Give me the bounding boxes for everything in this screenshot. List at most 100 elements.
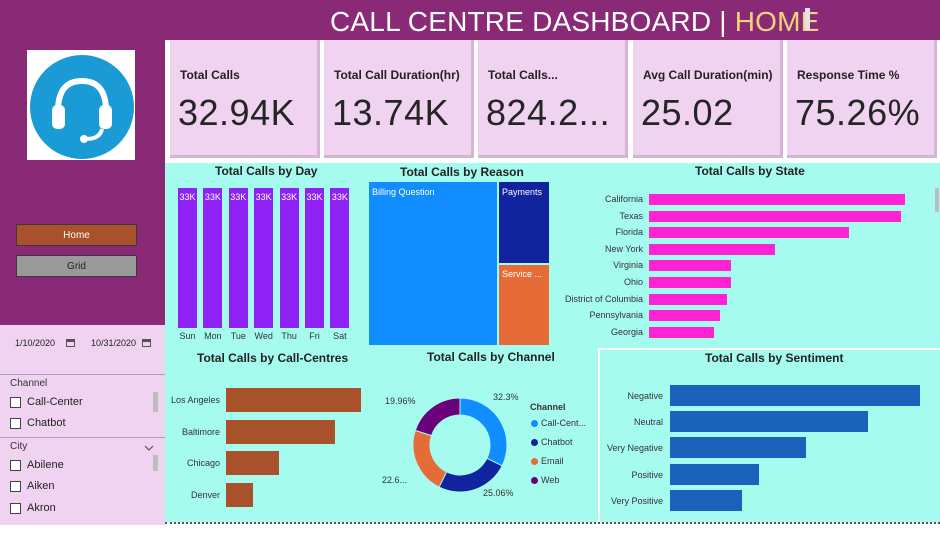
grid-button[interactable]: Grid xyxy=(16,255,137,277)
kpi-card-response-time: Response Time % 75.26% xyxy=(787,40,937,158)
end-date-input[interactable]: 10/31/2020 xyxy=(88,335,154,351)
state-bar[interactable] xyxy=(649,210,901,222)
channel-donut-slice[interactable] xyxy=(438,457,503,493)
channel-option-chatbot[interactable]: Chatbot xyxy=(10,417,66,429)
state-tick-label: New York xyxy=(604,243,643,254)
day-bar-data-label: 33K xyxy=(255,192,272,202)
checkbox[interactable] xyxy=(10,502,21,514)
day-tick-label: Wed xyxy=(254,331,273,341)
kpi-value: 25.02 xyxy=(641,92,734,133)
channel-legend-item[interactable]: Call-Cent... xyxy=(531,418,586,428)
centre-bar[interactable] xyxy=(226,388,361,412)
channel-legend-item[interactable]: Email xyxy=(531,456,564,466)
bottom-dotted-border xyxy=(165,522,940,524)
chevron-down-icon[interactable] xyxy=(144,440,154,458)
sentiment-tick-label: Very Negative xyxy=(606,443,663,454)
day-bar-data-label: 33K xyxy=(306,192,323,202)
treemap-tile-service[interactable]: Service ... xyxy=(499,265,549,345)
kpi-label: Total Call Duration(hr) xyxy=(334,68,460,82)
sentiment-bar[interactable] xyxy=(670,489,742,511)
centre-bar[interactable] xyxy=(226,451,279,475)
channel-legend-item[interactable]: Web xyxy=(531,475,559,485)
kpi-value: 75.26% xyxy=(795,92,921,133)
home-button[interactable]: Home xyxy=(16,224,137,246)
kpi-label: Avg Call Duration(min) xyxy=(643,68,773,82)
centre-tick-label: Denver xyxy=(190,489,220,500)
state-chart-scrollbar[interactable] xyxy=(935,188,939,212)
city-scrollbar[interactable] xyxy=(153,455,158,471)
channel-donut-chart xyxy=(412,397,508,493)
channel-donut-slice[interactable] xyxy=(459,397,508,467)
kpi-label: Total Calls... xyxy=(488,68,558,82)
centre-tick-label: Baltimore xyxy=(181,426,220,437)
sentiment-tick-label: Neutral xyxy=(633,417,663,428)
day-bar-data-label: 33K xyxy=(331,192,348,202)
day-bar-data-label: 33K xyxy=(179,192,196,202)
centre-tick-label: Chicago xyxy=(186,458,220,468)
state-bar[interactable] xyxy=(649,243,776,255)
channel-legend-item[interactable]: Chatbot xyxy=(531,437,573,447)
sentiment-tick-label: Very Positive xyxy=(610,495,663,506)
legend-label: Call-Cent... xyxy=(541,418,587,428)
sentiment-bar[interactable] xyxy=(670,411,868,433)
channel-option-call-center[interactable]: Call-Center xyxy=(10,396,83,408)
calendar-icon[interactable] xyxy=(142,339,151,347)
channel-scrollbar[interactable] xyxy=(153,392,158,412)
day-bar[interactable] xyxy=(203,188,223,328)
legend-dot-icon xyxy=(531,438,538,446)
start-date-value: 1/10/2020 xyxy=(15,338,56,348)
state-bar[interactable] xyxy=(649,194,905,205)
legend-label: Web xyxy=(541,475,560,485)
checkbox[interactable] xyxy=(10,417,21,429)
city-option-aiken[interactable]: Aiken xyxy=(10,480,55,492)
state-bar[interactable] xyxy=(649,227,849,239)
kpi-card-avg-duration: Avg Call Duration(min) 25.02 xyxy=(633,40,783,158)
kpi-card-total-calls-2: Total Calls... 824.2... xyxy=(478,40,628,158)
day-bar[interactable] xyxy=(254,188,274,328)
state-bar[interactable] xyxy=(649,310,721,322)
checkbox[interactable] xyxy=(10,459,21,471)
state-chart-title: Total Calls by State xyxy=(695,164,805,178)
channel-donut-slice[interactable] xyxy=(412,429,448,488)
sentiment-bar[interactable] xyxy=(670,385,920,406)
kpi-card-total-duration: Total Call Duration(hr) 13.74K xyxy=(324,40,474,158)
centre-tick-label: Los Angeles xyxy=(170,395,220,405)
day-bar[interactable] xyxy=(228,188,248,328)
state-bar[interactable] xyxy=(649,326,715,338)
treemap-label: Billing Question xyxy=(372,187,435,197)
state-bar[interactable] xyxy=(649,293,728,305)
checkbox[interactable] xyxy=(10,396,21,408)
sentiment-bar[interactable] xyxy=(670,437,806,459)
day-bar[interactable] xyxy=(279,188,299,328)
state-bar[interactable] xyxy=(649,277,732,288)
day-bar[interactable] xyxy=(330,188,350,328)
city-option-abilene[interactable]: Abilene xyxy=(10,459,64,471)
legend-label: Email xyxy=(541,456,564,466)
channel-donut-slice[interactable] xyxy=(414,397,461,437)
day-tick-label: Tue xyxy=(230,331,246,341)
state-tick-label: Virginia xyxy=(613,260,643,271)
start-date-input[interactable]: 1/10/2020 xyxy=(12,335,78,351)
day-tick-label: Thu xyxy=(281,331,297,341)
channel-slice-data-label: 22.6... xyxy=(382,475,408,485)
sentiment-bar[interactable] xyxy=(670,463,759,485)
calendar-icon[interactable] xyxy=(66,339,75,347)
day-bar[interactable] xyxy=(305,188,324,328)
centre-chart-title: Total Calls by Call-Centres xyxy=(197,351,349,365)
treemap-tile-billing[interactable]: Billing Question xyxy=(369,182,497,345)
day-tick-label: Sat xyxy=(333,331,347,341)
filter-panel xyxy=(0,325,165,525)
treemap-label: Service ... xyxy=(502,269,543,279)
day-bar[interactable] xyxy=(178,188,197,328)
channel-slicer-title: Channel xyxy=(10,378,48,389)
headset-support-icon xyxy=(30,55,134,159)
sentiment-chart-title: Total Calls by Sentiment xyxy=(705,351,844,365)
centre-bar[interactable] xyxy=(226,482,253,507)
checkbox[interactable] xyxy=(10,480,21,492)
treemap-tile-payments[interactable]: Payments xyxy=(499,182,549,263)
kpi-label: Total Calls xyxy=(180,68,240,82)
state-bar[interactable] xyxy=(649,260,732,272)
city-option-akron[interactable]: Akron xyxy=(10,502,56,514)
kpi-value: 32.94K xyxy=(178,92,296,133)
centre-bar[interactable] xyxy=(226,419,335,444)
